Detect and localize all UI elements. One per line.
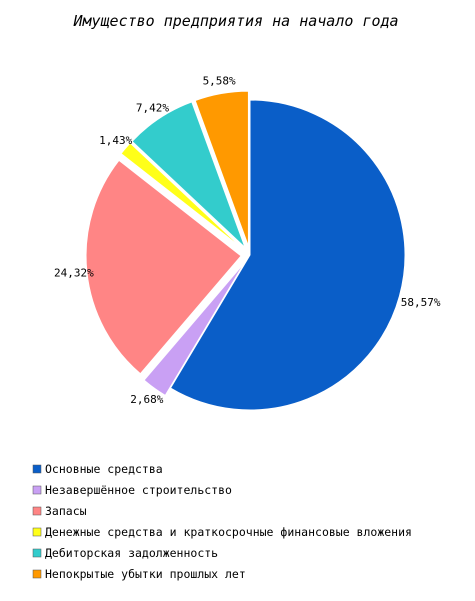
slice-percent-label: 1,43% [99,134,132,147]
slice-percent-label: 5,58% [203,75,236,88]
legend-swatch [32,527,42,537]
pie-slice [85,159,242,375]
pie-slice [131,101,246,248]
legend-swatch [32,506,42,516]
legend-item: Денежные средства и краткосрочные финанс… [32,525,412,539]
legend: Основные средства Незавершённое строитель… [32,462,412,581]
legend-label: Основные средства [45,462,163,476]
legend-item: Непокрытые убытки прошлых лет [32,567,246,581]
legend-label: Запасы [45,504,87,518]
chart-title: Имущество предприятия на начало года [72,12,398,30]
legend-swatch [32,485,42,495]
legend-label: Денежные средства и краткосрочные финанс… [45,525,412,539]
pie-slice [169,99,406,411]
legend-label: Непокрытые убытки прошлых лет [45,567,246,581]
slice-percent-label: 7,42% [136,101,169,114]
legend-item: Незавершённое строительство [32,483,232,497]
legend-label: Дебиторская задолженность [45,546,218,560]
legend-swatch [32,464,42,474]
legend-item: Основные средства [32,462,163,476]
legend-item: Дебиторская задолженность [32,546,218,560]
pie-slice [143,261,246,397]
legend-swatch [32,548,42,558]
pie-slice [120,142,244,250]
legend-swatch [32,569,42,579]
pie-slice [194,90,249,247]
pie-labels: 58,57% 2,68% 24,32% 1,43% 7,42% 5,58% [54,75,441,406]
slice-percent-label: 24,32% [54,267,94,280]
slice-percent-label: 58,57% [401,296,441,309]
legend-label: Незавершённое строительство [45,483,232,497]
pie-slices [85,90,406,411]
legend-item: Запасы [32,504,87,518]
slice-percent-label: 2,68% [130,393,163,406]
